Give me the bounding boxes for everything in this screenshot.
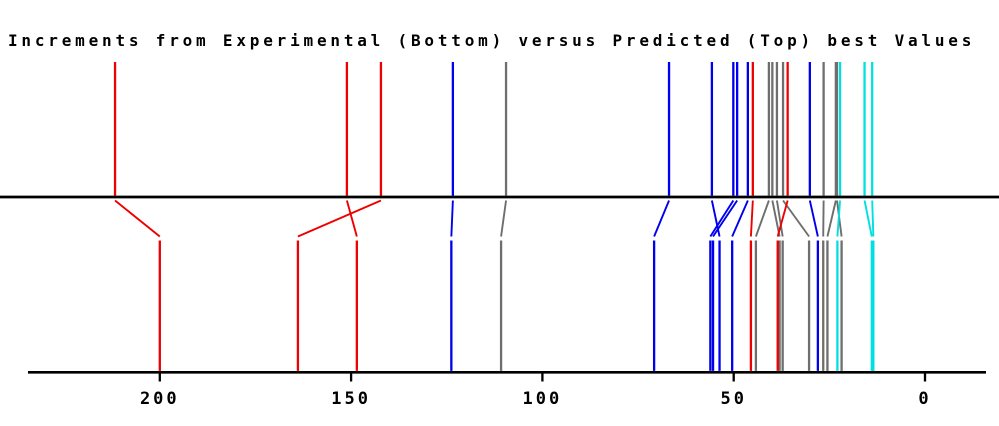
- connector-line: [776, 200, 789, 237]
- connector-line: [450, 200, 454, 237]
- connector-line: [782, 199, 810, 238]
- connector-line: [709, 199, 735, 238]
- connector-line: [863, 200, 873, 237]
- connector-line: [114, 199, 161, 238]
- connector-line: [775, 200, 784, 237]
- connector-line: [731, 200, 749, 237]
- connector-line: [749, 200, 754, 237]
- connector-line: [500, 200, 507, 237]
- connector-line: [871, 200, 875, 237]
- connector-line: [653, 200, 670, 237]
- connector-line: [808, 200, 819, 237]
- chart-title: Increments from Experimental (Bottom) ve…: [8, 31, 976, 50]
- axis-tick-label: 0: [918, 389, 931, 409]
- connector-line: [836, 200, 842, 237]
- axis-tick-label: 50: [720, 389, 746, 409]
- connector-line: [826, 200, 837, 237]
- axis-tick-label: 150: [331, 389, 371, 409]
- connector-line: [345, 200, 358, 237]
- connector-line: [297, 199, 382, 238]
- connector-line: [710, 200, 721, 237]
- axis-tick-label: 100: [523, 389, 563, 409]
- axis-tick-label: 200: [140, 389, 180, 409]
- connector-line: [754, 200, 770, 237]
- connector-line: [712, 199, 738, 238]
